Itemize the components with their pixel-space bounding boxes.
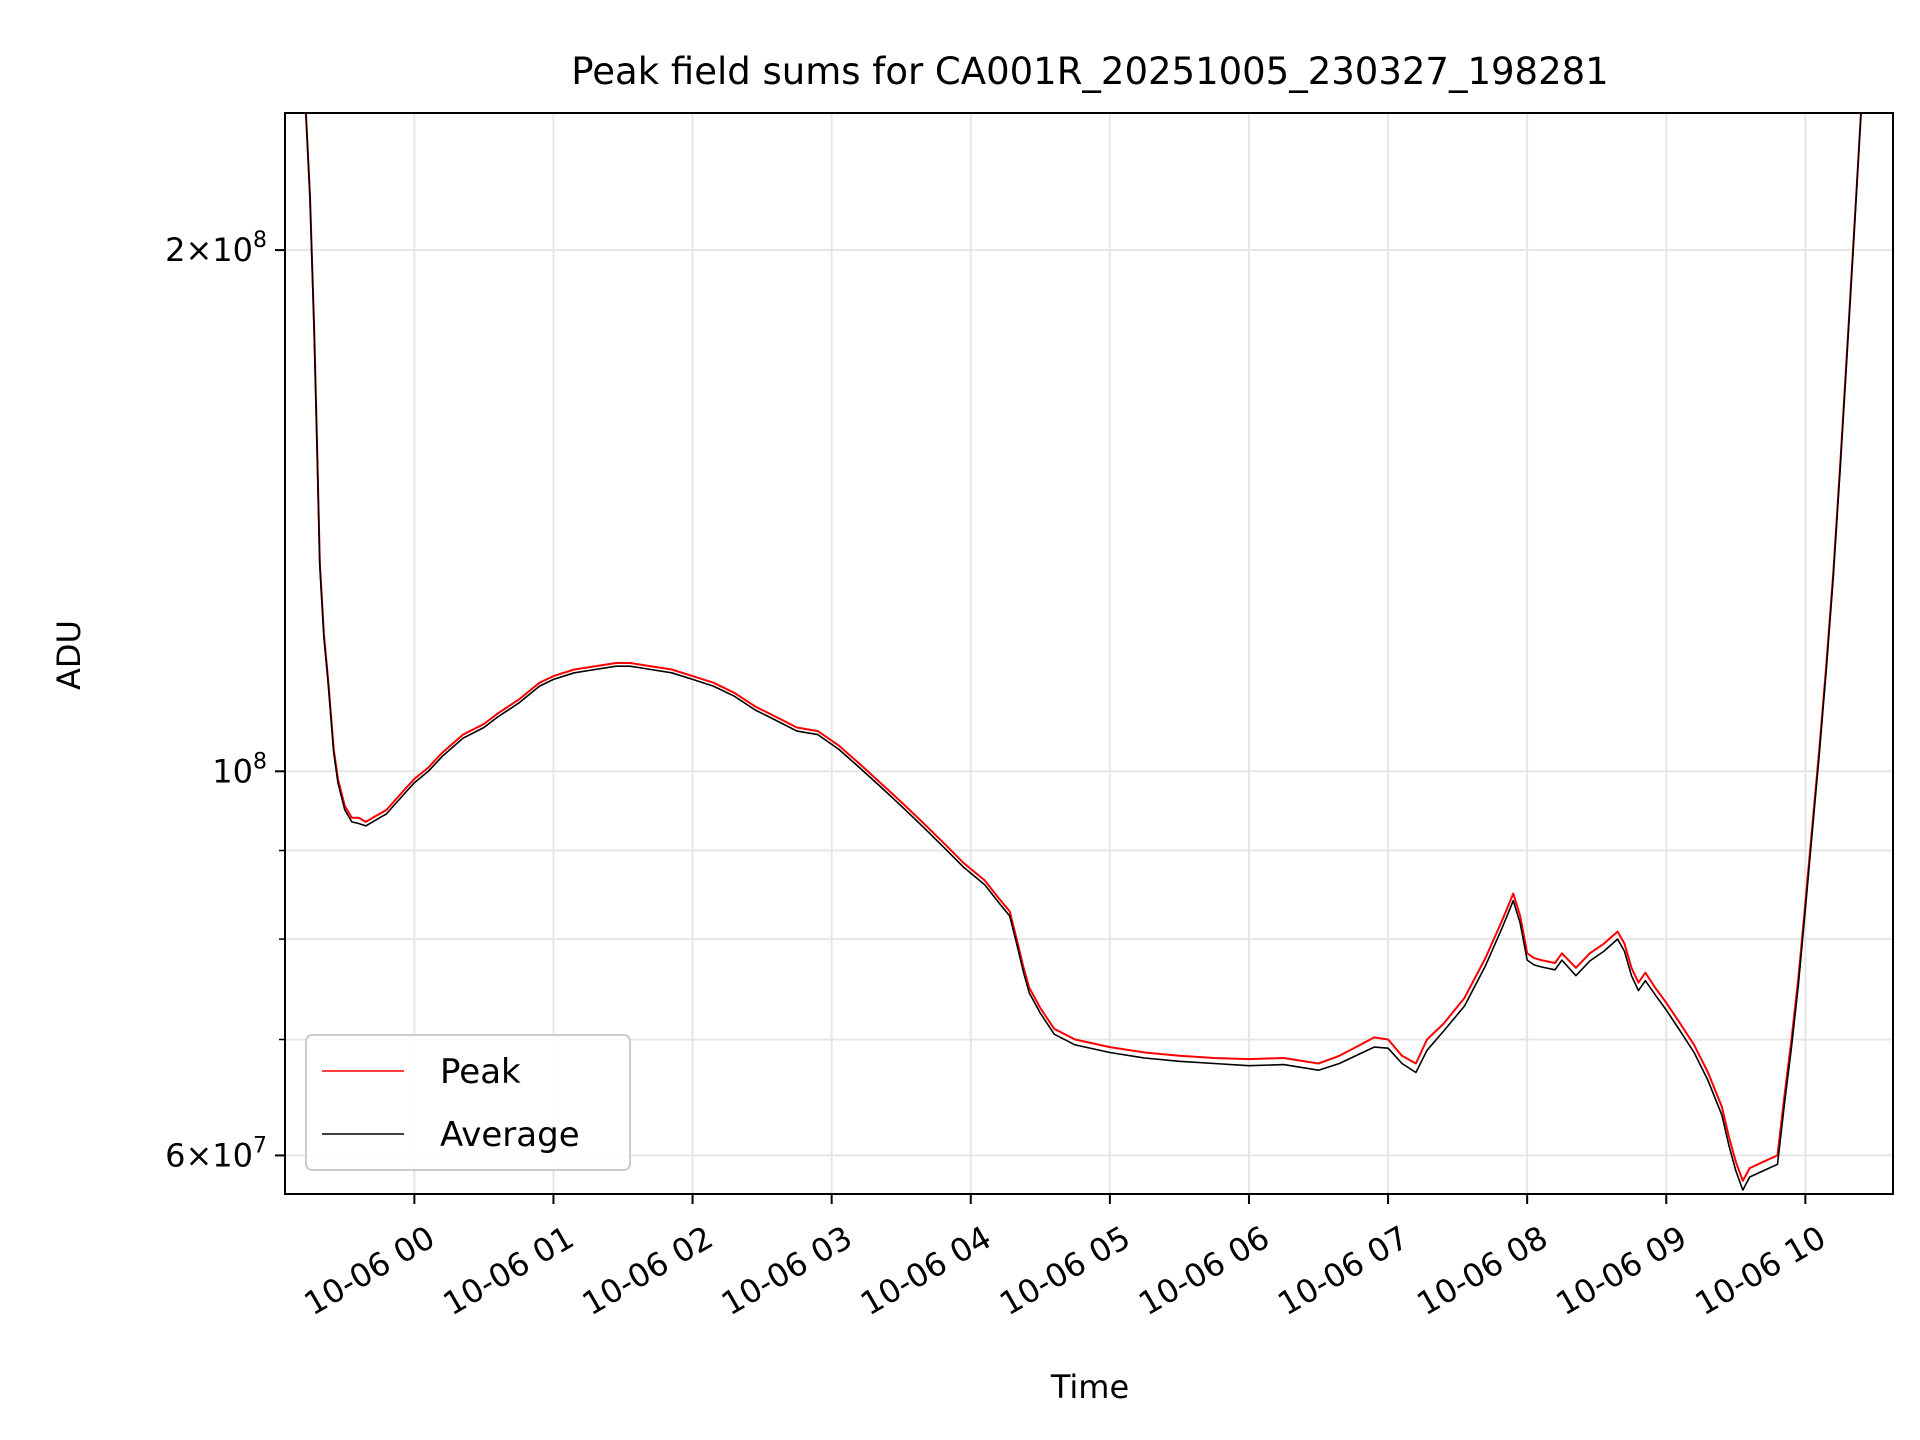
y-tick-base: 10 bbox=[212, 1136, 253, 1174]
y-tick-exponent: 8 bbox=[253, 749, 267, 774]
y-tick-times: × bbox=[185, 1136, 212, 1174]
series-line-peak bbox=[304, 113, 1889, 1182]
plot-frame bbox=[284, 112, 1894, 1195]
series-layer bbox=[304, 113, 1889, 1191]
y-tick-base: 10 bbox=[212, 231, 253, 269]
plot-area bbox=[304, 113, 1889, 1191]
y-tick-base: 10 bbox=[212, 752, 253, 790]
y-tick-mantissa: 6 bbox=[165, 1136, 185, 1174]
x-axis-label: Time bbox=[1050, 1368, 1129, 1406]
y-tick-mantissa: 2 bbox=[165, 231, 185, 269]
y-tick-exponent: 8 bbox=[253, 228, 267, 253]
y-tick-times: × bbox=[185, 231, 212, 269]
legend: Peak Average bbox=[305, 1034, 631, 1171]
y-tick-exponent: 7 bbox=[253, 1133, 267, 1158]
y-tick-label: 6×107 bbox=[165, 1133, 267, 1174]
y-tick-label: 2×108 bbox=[165, 228, 267, 269]
y-axis-label: ADU bbox=[50, 620, 88, 690]
series-line-average bbox=[305, 113, 1889, 1191]
y-tick-label: 108 bbox=[212, 749, 267, 790]
chart-title: Peak field sums for CA001R_20251005_2303… bbox=[571, 50, 1608, 93]
legend-label-average: Average bbox=[440, 1115, 580, 1155]
legend-box bbox=[305, 1034, 631, 1171]
legend-label-peak: Peak bbox=[440, 1052, 521, 1092]
